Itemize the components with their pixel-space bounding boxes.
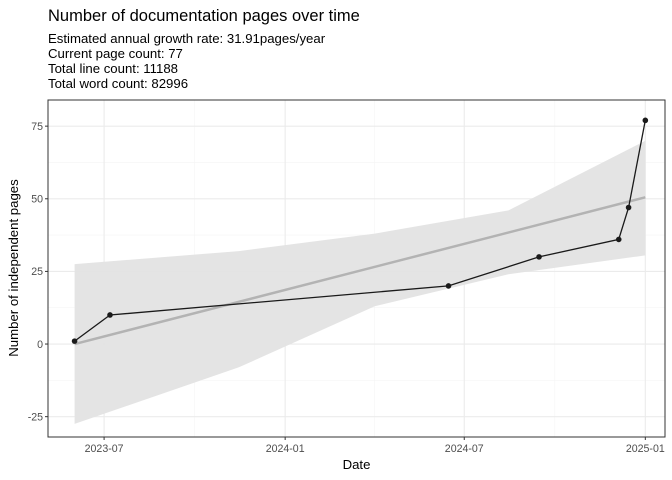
- y-tick-label: 25: [31, 266, 43, 278]
- x-axis-title: Date: [343, 457, 371, 472]
- panel-border: [47, 99, 666, 438]
- x-tick-label: 2025-01: [626, 443, 665, 455]
- chart-title: Number of documentation pages over time: [48, 7, 360, 25]
- x-tick-label: 2023-07: [85, 443, 124, 455]
- y-tick-label: 75: [31, 121, 43, 133]
- data-point: [625, 204, 632, 211]
- subtitle-growth-rate: Estimated annual growth rate: 31.91pages…: [48, 31, 326, 46]
- data-point: [445, 283, 452, 289]
- y-tick-label: -25: [28, 411, 43, 423]
- subtitle-page-count: Current page count: 77: [48, 46, 183, 61]
- y-tick-label: 0: [37, 339, 43, 351]
- subtitle-word-count: Total word count: 82996: [48, 76, 188, 91]
- x-tick-label: 2024-01: [266, 443, 305, 455]
- data-point: [107, 312, 113, 318]
- data-point: [642, 117, 649, 124]
- data-point: [536, 254, 542, 260]
- subtitle-line-count: Total line count: 11188: [48, 61, 178, 76]
- data-point: [615, 236, 622, 243]
- data-point: [71, 338, 78, 344]
- trend-line: [74, 196, 646, 346]
- plot-area: -25 0 25 50 75 2023-07 2024-01 2024-07 2025-01: [28, 99, 666, 455]
- y-tick-label: 50: [31, 194, 43, 206]
- confidence-band: [74, 140, 646, 424]
- y-axis-title: Number of independent pages: [6, 179, 21, 357]
- x-tick-label: 2024-07: [445, 443, 484, 455]
